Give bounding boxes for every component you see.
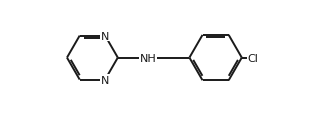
Text: N: N [101,31,109,41]
Text: NH: NH [139,53,156,63]
Text: N: N [101,75,109,85]
Text: Cl: Cl [247,53,258,63]
